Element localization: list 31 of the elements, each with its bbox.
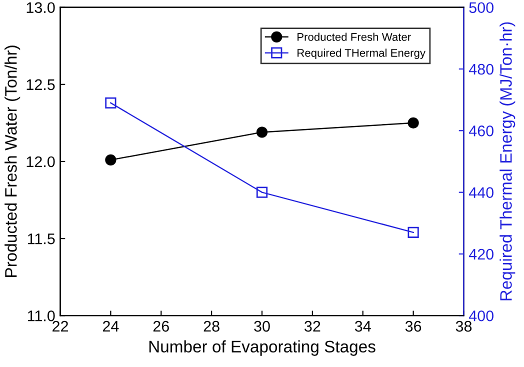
point [408,226,419,238]
x-tick-label: 28 [204,320,220,332]
x-tick-label: 36 [405,320,422,332]
point [408,117,419,128]
y2-tick-label: 400 [468,310,494,322]
x-tick-label: 38 [456,320,472,332]
legend-label: Producted Fresh Water [298,32,411,41]
x-tick-label: 30 [254,320,270,332]
y-tick-label: 12.0 [26,156,55,168]
y2-tick-label: 420 [468,248,494,260]
y2-tick-label: 440 [468,187,494,198]
point [105,97,116,108]
legend-label: Required THermal Energy [298,48,426,60]
point [105,154,116,166]
x-axis-title: Number of Evaporating Stages [149,340,376,356]
point [256,186,268,198]
x-tick-label: 22 [52,320,68,332]
y2-tick-label: 460 [468,126,494,136]
x-tick-label: 24 [102,320,119,332]
y-tick-label: 13.0 [26,2,55,14]
y2-tick-label: 500 [469,2,494,14]
x-tick-label: 34 [354,320,371,332]
x-tick-label: 26 [153,320,169,332]
y-tick-label: 11.5 [28,234,55,244]
point [256,126,268,138]
x-tick-label: 32 [304,320,320,332]
y-tick-label: 12.5 [26,79,55,90]
y2-tick-label: 480 [468,64,494,75]
y-tick-label: 11.0 [28,310,55,322]
y-axis-title: Producted Fresh Water (Ton/hr) [4,46,20,277]
y2-axis-title: Required Thermal Energy (MJ/Ton·hr) [500,22,516,300]
